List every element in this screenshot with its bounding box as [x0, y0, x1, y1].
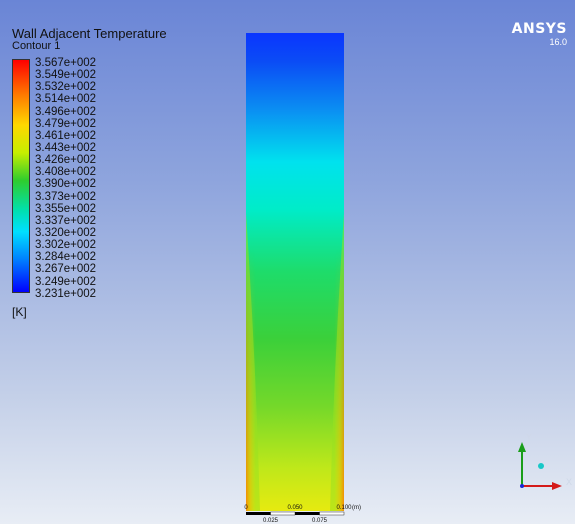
legend-value: 3.337e+002: [35, 214, 97, 227]
scale-label-0075: 0.075: [312, 518, 328, 524]
logo-version: 16.0: [549, 37, 567, 47]
axis-y-label: Y: [526, 432, 532, 442]
legend-value: 3.408e+002: [35, 166, 97, 179]
legend-value: 3.549e+002: [35, 69, 97, 82]
scale-label-0050: 0.050: [287, 505, 303, 511]
temperature-contour-plot[interactable]: [246, 33, 344, 511]
scale-unit: (m): [352, 505, 361, 511]
legend-value: 3.267e+002: [35, 263, 97, 276]
legend-value: 3.390e+002: [35, 178, 97, 191]
legend-value: 3.443e+002: [35, 141, 97, 154]
color-legend-bar: [12, 59, 30, 293]
scale-segment-2: [270, 511, 296, 516]
legend-value: 3.249e+002: [35, 275, 97, 288]
axis-triad[interactable]: Y X: [508, 428, 575, 498]
legend-unit: [K]: [12, 305, 27, 319]
legend-value: 3.532e+002: [35, 81, 97, 94]
scale-label-0: 0: [244, 505, 248, 511]
legend-value: 3.514e+002: [35, 93, 97, 106]
legend-value: 3.320e+002: [35, 226, 97, 239]
scale-segment-1: [246, 512, 271, 515]
legend-subtitle: Contour 1: [12, 40, 61, 52]
legend-value: 3.373e+002: [35, 190, 97, 203]
legend-value-list: 3.567e+002 3.549e+002 3.532e+002 3.514e+002…: [35, 57, 96, 300]
ansys-logo: ANSYS 16.0: [511, 21, 567, 48]
legend-value: 3.479e+002: [35, 117, 97, 130]
length-scale-bar: 0 0.050 0.100 (m) 0.025 0.075: [244, 505, 361, 524]
legend-value: 3.567e+002: [35, 57, 97, 69]
scale-label-0100: 0.100: [336, 505, 352, 511]
axis-x-label: X: [566, 477, 572, 487]
scale-segment-4: [319, 511, 345, 516]
scale-segment-3: [295, 512, 320, 515]
legend-value: 3.355e+002: [35, 202, 97, 215]
logo-name: ANSYS: [511, 21, 567, 37]
legend-value: 3.302e+002: [35, 239, 97, 252]
legend-value: 3.231e+002: [35, 287, 97, 300]
legend-value: 3.426e+002: [35, 154, 97, 167]
legend-value: 3.496e+002: [35, 105, 97, 118]
legend-title: Wall Adjacent Temperature: [12, 26, 167, 41]
legend-value: 3.461e+002: [35, 129, 97, 142]
scale-label-0025: 0.025: [263, 518, 279, 524]
legend-value: 3.284e+002: [35, 251, 97, 264]
